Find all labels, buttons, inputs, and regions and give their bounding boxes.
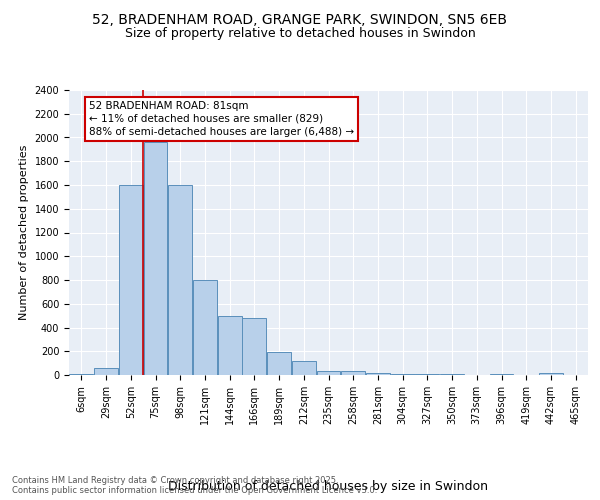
Bar bbox=[490, 374, 514, 375]
Y-axis label: Number of detached properties: Number of detached properties bbox=[19, 145, 29, 320]
Bar bbox=[440, 374, 464, 375]
Bar bbox=[94, 368, 118, 375]
Bar bbox=[193, 280, 217, 375]
Bar bbox=[119, 185, 143, 375]
Bar bbox=[341, 372, 365, 375]
X-axis label: Distribution of detached houses by size in Swindon: Distribution of detached houses by size … bbox=[169, 480, 488, 492]
Bar bbox=[292, 361, 316, 375]
Text: 52 BRADENHAM ROAD: 81sqm
← 11% of detached houses are smaller (829)
88% of semi-: 52 BRADENHAM ROAD: 81sqm ← 11% of detach… bbox=[89, 100, 354, 137]
Text: 52, BRADENHAM ROAD, GRANGE PARK, SWINDON, SN5 6EB: 52, BRADENHAM ROAD, GRANGE PARK, SWINDON… bbox=[92, 12, 508, 26]
Bar bbox=[218, 316, 242, 375]
Bar bbox=[415, 374, 439, 375]
Bar bbox=[168, 185, 192, 375]
Bar bbox=[366, 373, 390, 375]
Bar bbox=[267, 352, 291, 375]
Bar bbox=[391, 374, 415, 375]
Text: Size of property relative to detached houses in Swindon: Size of property relative to detached ho… bbox=[125, 28, 475, 40]
Bar bbox=[317, 371, 340, 375]
Bar bbox=[539, 372, 563, 375]
Bar bbox=[242, 318, 266, 375]
Text: Contains HM Land Registry data © Crown copyright and database right 2025.
Contai: Contains HM Land Registry data © Crown c… bbox=[12, 476, 377, 495]
Bar bbox=[70, 374, 94, 375]
Bar bbox=[143, 142, 167, 375]
